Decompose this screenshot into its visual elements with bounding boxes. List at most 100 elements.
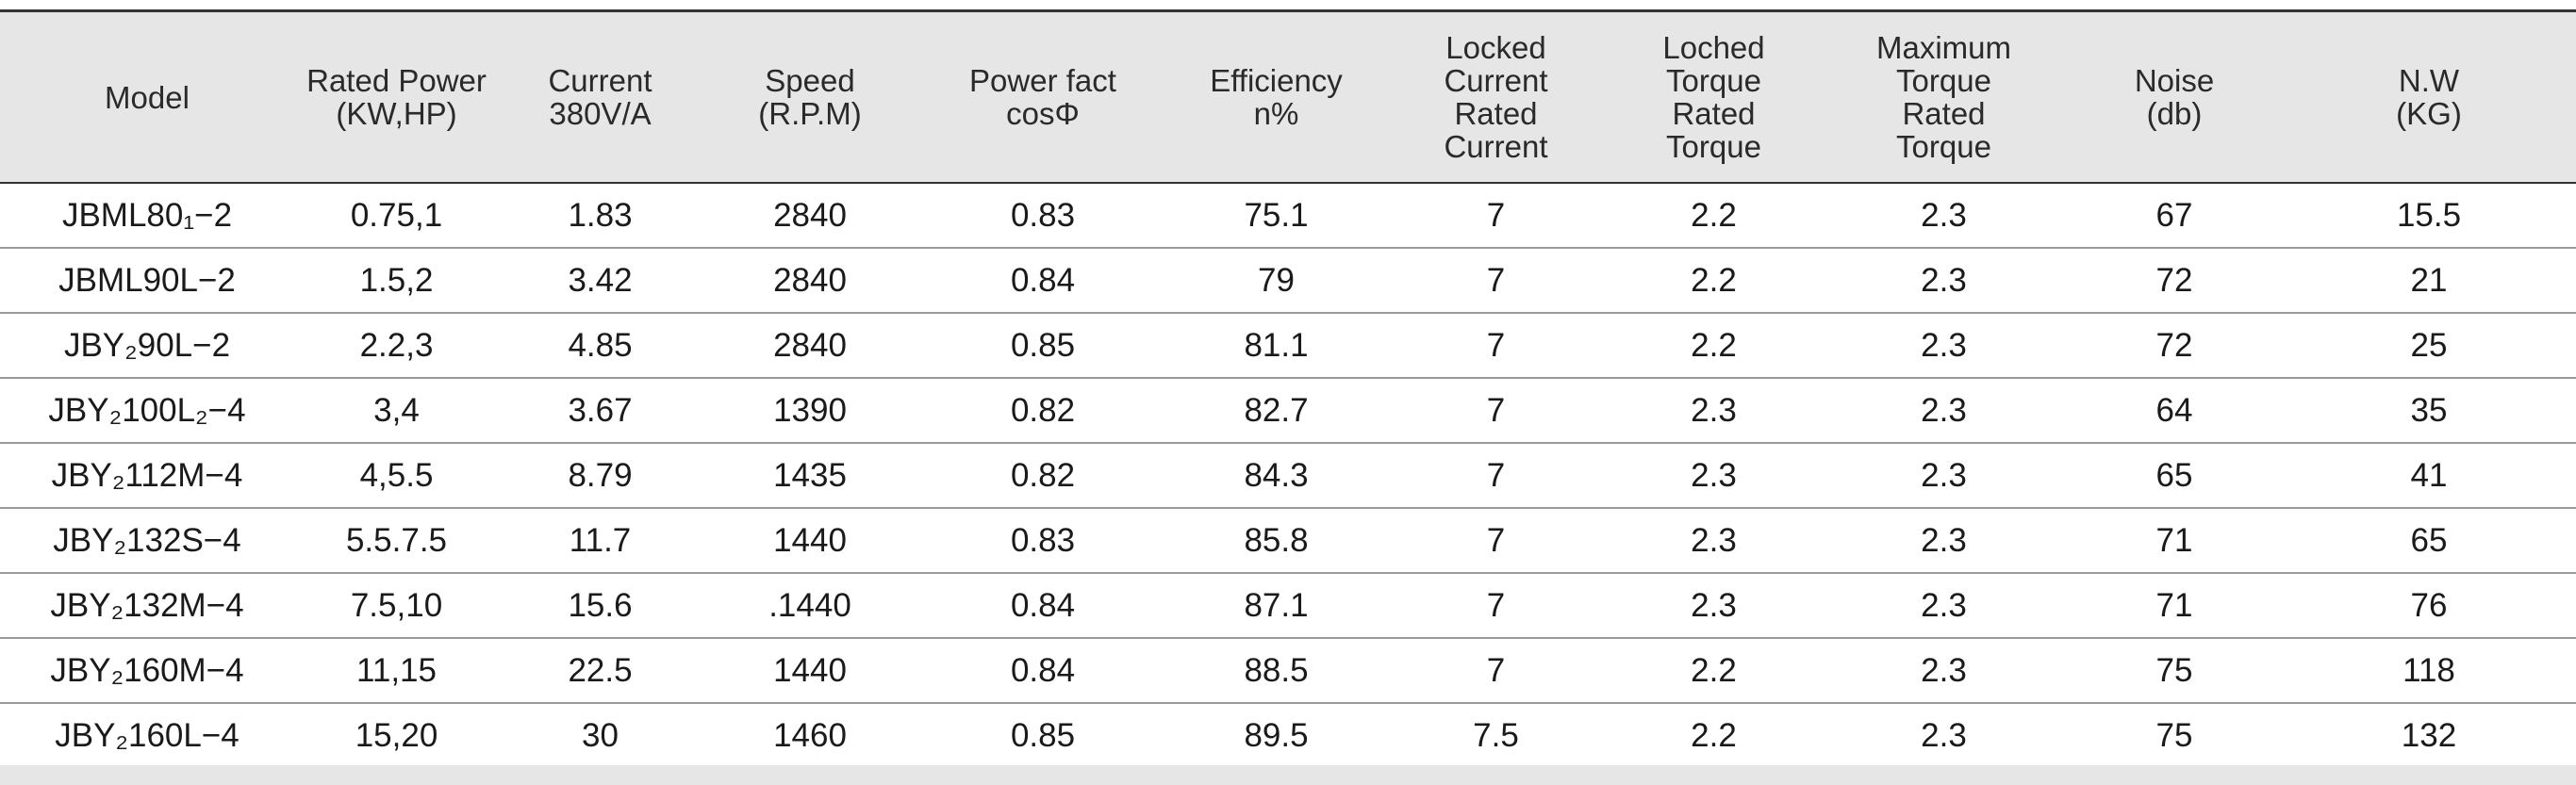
cell-current: 22.5 <box>568 651 633 689</box>
cell-locked-torque: 2.3 <box>1691 521 1737 559</box>
cell-rated-power: 11,15 <box>356 651 437 689</box>
cell-locked-torque: 2.3 <box>1691 456 1737 494</box>
bottom-band <box>0 765 2576 785</box>
cell-net-weight: 65 <box>2410 521 2448 559</box>
cell-locked-torque: 2.3 <box>1691 391 1737 429</box>
cell-speed: 1390 <box>773 391 847 429</box>
cell-locked-current: 7 <box>1486 456 1506 494</box>
cell-power-factor: 0.83 <box>1010 521 1076 559</box>
cell-locked-current: 7 <box>1486 651 1506 689</box>
cell-locked-current: 7 <box>1486 391 1506 429</box>
cell-noise: 65 <box>2155 456 2193 494</box>
cell-locked-current: 7 <box>1486 196 1506 234</box>
cell-maximum-torque: 2.3 <box>1921 261 1967 299</box>
header-speed: Speed (R.P.M) <box>758 63 862 131</box>
cell-locked-torque: 2.2 <box>1691 261 1737 299</box>
table-row: JBML90L−2 1.5,2 3.42 2840 0.84 79 7 2.2 … <box>0 248 2576 313</box>
cell-maximum-torque: 2.3 <box>1921 456 1967 494</box>
cell-locked-torque: 2.2 <box>1691 651 1737 689</box>
header-model: Model <box>105 79 190 115</box>
cell-model: JBY₂100L₂−4 <box>48 391 246 429</box>
cell-model: JBY₂112M−4 <box>51 456 243 494</box>
cell-model: JBY₂160M−4 <box>50 651 244 689</box>
cell-noise: 72 <box>2155 261 2193 299</box>
cell-rated-power: 4,5.5 <box>359 456 434 494</box>
cell-current: 11.7 <box>569 521 632 559</box>
cell-current: 1.83 <box>568 196 633 234</box>
cell-efficiency: 79 <box>1258 261 1295 299</box>
cell-noise: 71 <box>2155 586 2193 624</box>
table-header: Model Rated Power (KW,HP) Current 380V/A… <box>0 10 2576 183</box>
cell-noise: 72 <box>2155 326 2193 364</box>
cell-locked-torque: 2.2 <box>1691 716 1737 754</box>
cell-rated-power: 3,4 <box>373 391 420 429</box>
motor-spec-table-container: Model Rated Power (KW,HP) Current 380V/A… <box>0 9 2576 769</box>
cell-noise: 75 <box>2155 716 2193 754</box>
cell-locked-current: 7 <box>1486 326 1506 364</box>
cell-net-weight: 132 <box>2401 716 2457 754</box>
table-row: JBY₂132M−4 7.5,10 15.6 .1440 0.84 87.1 7… <box>0 573 2576 638</box>
cell-rated-power: 5.5.7.5 <box>345 521 448 559</box>
header-efficiency: Efficiency n% <box>1210 63 1343 131</box>
cell-noise: 71 <box>2155 521 2193 559</box>
table-row: JBY₂100L₂−4 3,4 3.67 1390 0.82 82.7 7 2.… <box>0 378 2576 443</box>
cell-speed: 1435 <box>773 456 847 494</box>
header-net-weight: N.W (KG) <box>2396 63 2462 131</box>
cell-power-factor: 0.84 <box>1010 261 1076 299</box>
cell-maximum-torque: 2.3 <box>1921 521 1967 559</box>
table-row: JBY₂90L−2 2.2,3 4.85 2840 0.85 81.1 7 2.… <box>0 313 2576 378</box>
cell-net-weight: 118 <box>2403 651 2455 689</box>
cell-efficiency: 89.5 <box>1244 716 1309 754</box>
cell-speed: .1440 <box>768 586 851 624</box>
cell-model: JBML90L−2 <box>58 261 236 299</box>
cell-net-weight: 15.5 <box>2396 196 2462 234</box>
cell-locked-current: 7 <box>1486 521 1506 559</box>
table-row: JBY₂160L−4 15,20 30 1460 0.85 89.5 7.5 2… <box>0 703 2576 768</box>
cell-maximum-torque: 2.3 <box>1921 326 1967 364</box>
cell-maximum-torque: 2.3 <box>1921 391 1967 429</box>
cell-rated-power: 0.75,1 <box>350 196 443 234</box>
cell-current: 30 <box>582 716 619 754</box>
table-body: JBML80₁−2 0.75,1 1.83 2840 0.83 75.1 7 2… <box>0 183 2576 768</box>
table-row: JBY₂132S−4 5.5.7.5 11.7 1440 0.83 85.8 7… <box>0 508 2576 573</box>
header-locked-current: Locked Current Rated Current <box>1444 30 1548 164</box>
header-maximum-torque: Maximum Torque Rated Torque <box>1875 30 2011 164</box>
cell-noise: 75 <box>2155 651 2193 689</box>
cell-locked-torque: 2.3 <box>1691 586 1737 624</box>
header-current: Current 380V/A <box>548 63 652 131</box>
table-row: JBY₂160M−4 11,15 22.5 1440 0.84 88.5 7 2… <box>0 638 2576 703</box>
cell-efficiency: 87.1 <box>1244 586 1309 624</box>
cell-power-factor: 0.85 <box>1010 716 1076 754</box>
cell-speed: 2840 <box>773 261 847 299</box>
cell-noise: 67 <box>2155 196 2193 234</box>
cell-locked-torque: 2.2 <box>1691 326 1737 364</box>
table-row: JBY₂112M−4 4,5.5 8.79 1435 0.82 84.3 7 2… <box>0 443 2576 508</box>
cell-efficiency: 84.3 <box>1244 456 1309 494</box>
cell-efficiency: 85.8 <box>1244 521 1309 559</box>
cell-efficiency: 81.1 <box>1244 326 1309 364</box>
cell-noise: 64 <box>2155 391 2193 429</box>
cell-current: 4.85 <box>568 326 633 364</box>
header-power-factor: Power fact cosΦ <box>969 63 1116 131</box>
cell-locked-torque: 2.2 <box>1691 196 1737 234</box>
cell-maximum-torque: 2.3 <box>1921 586 1967 624</box>
cell-current: 3.67 <box>568 391 633 429</box>
cell-current: 8.79 <box>568 456 633 494</box>
cell-net-weight: 25 <box>2410 326 2448 364</box>
cell-model: JBY₂90L−2 <box>63 326 231 364</box>
header-rated-power: Rated Power (KW,HP) <box>306 63 487 131</box>
cell-rated-power: 2.2,3 <box>359 326 434 364</box>
motor-spec-table: Model Rated Power (KW,HP) Current 380V/A… <box>0 9 2576 769</box>
cell-net-weight: 21 <box>2410 261 2448 299</box>
cell-efficiency: 75.1 <box>1244 196 1309 234</box>
cell-net-weight: 76 <box>2410 586 2448 624</box>
cell-rated-power: 7.5,10 <box>350 586 443 624</box>
cell-current: 15.6 <box>568 586 633 624</box>
cell-power-factor: 0.84 <box>1010 586 1076 624</box>
cell-net-weight: 35 <box>2410 391 2448 429</box>
cell-model: JBY₂132M−4 <box>50 586 244 624</box>
cell-maximum-torque: 2.3 <box>1921 196 1967 234</box>
cell-rated-power: 1.5,2 <box>359 261 434 299</box>
cell-model: JBY₂132S−4 <box>53 521 241 559</box>
cell-maximum-torque: 2.3 <box>1921 716 1967 754</box>
